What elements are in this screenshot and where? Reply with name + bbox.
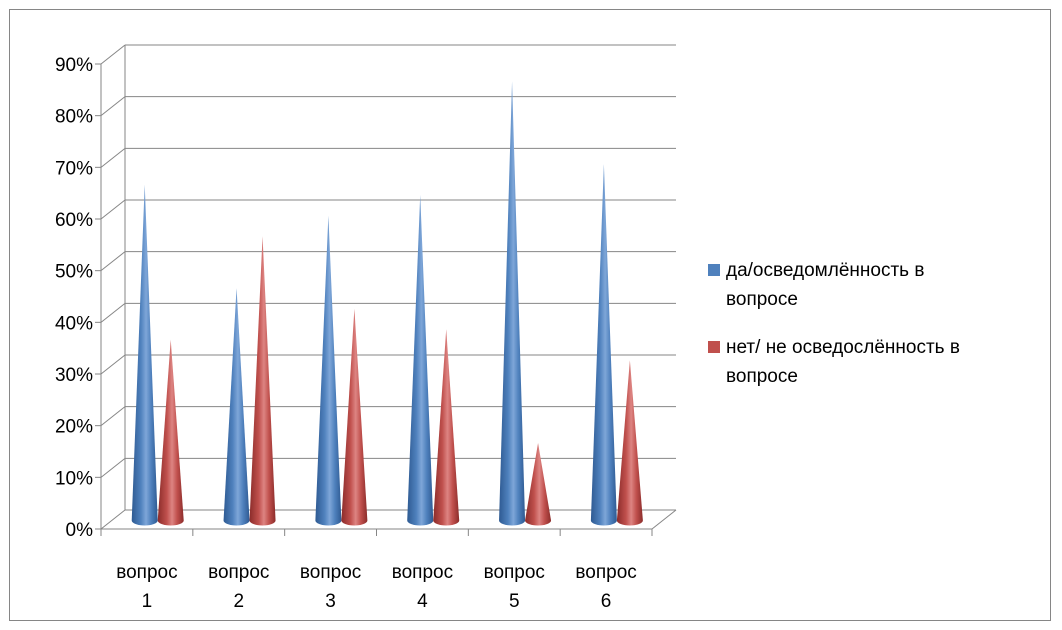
cone-body <box>525 442 552 526</box>
cone-bar <box>525 442 552 526</box>
legend: да/осведомлённость в вопросе нет/ не осв… <box>708 256 1038 410</box>
gridline-side <box>100 457 126 478</box>
x-tick-label: вопрос <box>116 562 177 583</box>
cone-bar <box>407 194 434 526</box>
gridline-side <box>100 406 126 427</box>
y-tick-label: 70% <box>55 158 93 179</box>
cone-bar <box>223 287 250 526</box>
cone-bar <box>590 163 617 526</box>
y-tick-label: 0% <box>66 520 94 541</box>
y-tick-label: 90% <box>55 55 93 76</box>
chart-area <box>9 9 1051 621</box>
gridline-side <box>100 44 126 65</box>
cone-body <box>131 184 158 526</box>
cone-body <box>433 329 460 526</box>
x-tick-label: 5 <box>509 591 520 612</box>
gridline-side <box>100 147 126 168</box>
cones <box>131 81 643 526</box>
gridline-side <box>100 509 126 530</box>
cone-bar <box>341 308 368 526</box>
legend-item-no: нет/ не осведослённость в вопросе <box>708 333 1038 391</box>
cone-bar <box>315 215 342 526</box>
x-tick-label: 2 <box>233 591 244 612</box>
x-tick-label: вопрос <box>484 562 545 583</box>
legend-label-no-line1: нет/ не осведослённость в <box>726 337 960 358</box>
cone-body <box>407 194 434 526</box>
cone-body <box>223 287 250 526</box>
legend-swatch-yes <box>708 264 720 276</box>
cone-bar <box>433 329 460 526</box>
x-tick-label: вопрос <box>208 562 269 583</box>
y-tick-label: 10% <box>55 468 93 489</box>
y-tick-label: 20% <box>55 417 93 438</box>
y-tick-label: 40% <box>55 313 93 334</box>
cone-bar <box>131 184 158 526</box>
cone-bar <box>616 360 643 526</box>
x-tick-label: вопрос <box>575 562 636 583</box>
legend-label-no-line2: вопросе <box>726 366 798 387</box>
gridline-side <box>100 354 126 375</box>
cone-body <box>249 236 276 526</box>
cone-bar <box>157 339 184 526</box>
gridline-side <box>100 96 126 117</box>
legend-label-yes-line2: вопросе <box>726 289 798 310</box>
y-tick-label: 80% <box>55 107 93 128</box>
y-tick-label: 50% <box>55 262 93 283</box>
x-tick-label: 3 <box>325 591 336 612</box>
cone-body <box>315 215 342 526</box>
x-tick-label: 4 <box>417 591 428 612</box>
x-tick-label: вопрос <box>300 562 361 583</box>
x-tick-label: 1 <box>142 591 153 612</box>
gridlines <box>95 44 677 536</box>
cone-body <box>341 308 368 526</box>
legend-item-yes: да/осведомлённость в вопросе <box>708 256 1038 314</box>
cone-body <box>590 163 617 526</box>
x-tick-label: 6 <box>601 591 612 612</box>
cone-body <box>157 339 184 526</box>
gridline-side <box>100 302 126 323</box>
cone-body <box>616 360 643 526</box>
floor-edge <box>651 509 677 530</box>
x-tick-label: вопрос <box>392 562 453 583</box>
cone-body <box>499 81 526 526</box>
y-tick-label: 60% <box>55 210 93 231</box>
y-tick-label: 30% <box>55 365 93 386</box>
legend-label-yes-line1: да/осведомлённость в <box>726 260 925 281</box>
cone-bar <box>499 81 526 526</box>
cone-bar <box>249 236 276 526</box>
gridline-side <box>100 199 126 220</box>
legend-swatch-no <box>708 341 720 353</box>
gridline-side <box>100 251 126 272</box>
